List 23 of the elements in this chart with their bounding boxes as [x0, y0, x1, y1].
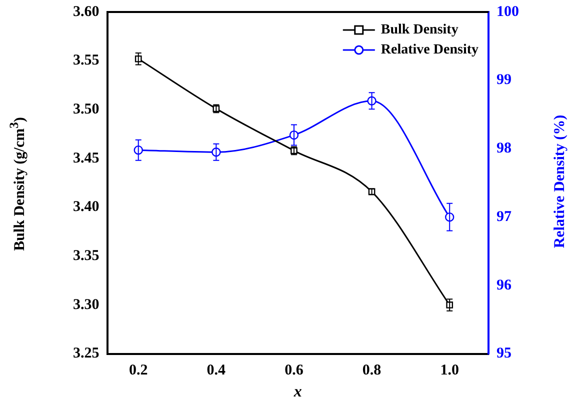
- y-tick-label: 3.25: [73, 346, 100, 362]
- legend-label: Bulk Density: [380, 22, 458, 38]
- y-tick-label: 3.35: [73, 248, 100, 264]
- y2-tick-label: 95: [496, 346, 512, 362]
- legend-label: Relative Density: [380, 42, 479, 58]
- y-tick-label: 3.50: [73, 102, 100, 118]
- y2-tick-label: 99: [496, 72, 512, 88]
- x-tick-label: 0.8: [362, 362, 382, 379]
- x-axis-title: x: [292, 384, 302, 401]
- y2-tick-label: 97: [496, 208, 512, 225]
- x-tick-label: 0.4: [206, 362, 226, 379]
- x-tick-label: 1.0: [440, 362, 459, 379]
- y2-tick-label: 98: [496, 140, 512, 157]
- y-tick-label: 3.40: [73, 199, 100, 216]
- y-tick-label: 3.60: [73, 4, 100, 20]
- y-tick-label: 3.55: [73, 52, 100, 69]
- y-tick-label: 3.45: [73, 150, 100, 166]
- x-tick-label: 0.6: [284, 362, 304, 379]
- y2-axis-title: Relative Density (%): [552, 114, 569, 248]
- y2-tick-label: 100: [496, 4, 519, 20]
- x-tick-label: 0.2: [128, 362, 148, 379]
- y2-tick-label: 96: [496, 277, 512, 294]
- y-tick-label: 3.30: [73, 296, 100, 313]
